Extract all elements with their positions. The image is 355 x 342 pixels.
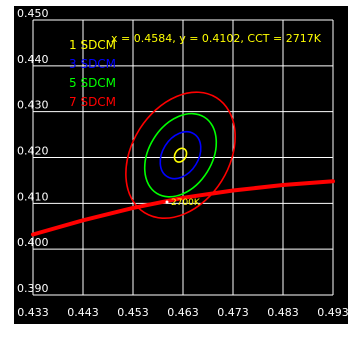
x-tick-label: 0.433 [17,306,49,319]
x-tick-label: 0.453 [117,306,149,319]
legend-entry: 7 SDCM [69,95,116,109]
sdcm-ellipse [125,91,236,220]
y-tick-label: 0.450 [17,7,49,20]
x-tick-label: 0.473 [217,306,249,319]
sdcm-ellipse [173,147,188,163]
legend-entry: 5 SDCM [69,76,116,90]
cct-marker-label: 2700K [171,198,201,208]
y-tick-label: 0.400 [17,236,49,249]
x-tick-label: 0.493 [317,306,349,319]
legend-entry: 3 SDCM [69,57,116,71]
x-tick-label: 0.463 [167,306,199,319]
y-tick-label: 0.420 [17,145,49,158]
y-tick-label: 0.410 [17,190,49,203]
sdcm-ellipse [143,112,218,198]
sdcm-ellipse [159,130,202,180]
chart-background [14,6,348,324]
x-tick-label: 0.483 [267,306,299,319]
cct-marker-point [165,200,169,204]
coordinate-readout: x = 0.4584, y = 0.4102, CCT = 2717K [111,32,322,45]
legend-entry: 1 SDCM [69,38,116,52]
y-tick-label: 0.430 [17,99,49,112]
x-tick-label: 0.443 [67,306,99,319]
y-tick-label: 0.440 [17,53,49,66]
y-tick-label: 0.390 [17,282,49,295]
planckian-locus-line [31,179,335,237]
